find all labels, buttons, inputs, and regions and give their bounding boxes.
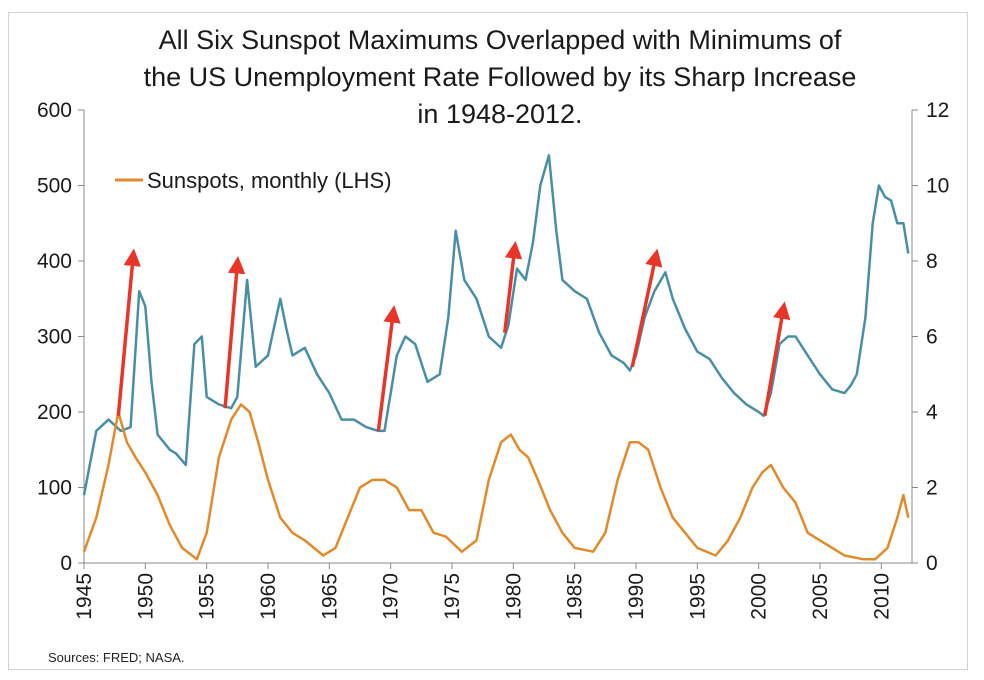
x-tick-label: 2005 — [809, 573, 832, 620]
annotation-arrow — [223, 256, 246, 409]
y-tick-label-left: 500 — [37, 175, 72, 198]
annotation-arrow — [630, 248, 663, 368]
annotation-arrow — [116, 248, 141, 416]
title-line-1: All Six Sunspot Maximums Overlapped with… — [158, 25, 842, 55]
title-line-3: in 1948-2012. — [417, 99, 583, 129]
series-group — [82, 154, 910, 561]
annotation-arrow — [376, 305, 401, 432]
y-tick-label-right: 4 — [926, 401, 938, 424]
y-tick-label-right: 12 — [926, 99, 949, 122]
y-tick-label-left: 600 — [37, 99, 72, 122]
y-tick-label-left: 300 — [37, 326, 72, 349]
x-tick-label: 1960 — [257, 573, 280, 620]
y-tick-label-right: 0 — [926, 552, 938, 575]
x-tick-label: 1980 — [502, 573, 525, 620]
y-tick-label-left: 200 — [37, 401, 72, 424]
y-tick-label-right: 10 — [926, 175, 949, 198]
y-tick-label-right: 2 — [926, 477, 938, 500]
arrows-group — [116, 240, 791, 432]
title-line-2: the US Unemployment Rate Followed by its… — [143, 62, 857, 92]
x-tick-label: 1950 — [134, 573, 157, 620]
chart-title: All Six Sunspot Maximums Overlapped with… — [120, 22, 880, 133]
x-tick-label: 2010 — [870, 573, 893, 620]
x-tick-label: 1975 — [441, 573, 464, 620]
source-note: Sources: FRED; NASA. — [48, 650, 185, 665]
x-tick-label: 1995 — [686, 573, 709, 620]
legend: Sunspots, monthly (LHS) — [115, 168, 392, 193]
x-tick-label: 1965 — [318, 573, 341, 620]
y-tick-label-left: 400 — [37, 250, 72, 273]
y-tick-label-left: 100 — [37, 477, 72, 500]
y-tick-label-left: 0 — [60, 552, 72, 575]
x-tick-label: 1945 — [73, 573, 96, 620]
axes-group: 0 100 200 300 400 500 600 0 2 4 6 8 10 12 1945 1950 1955… — [37, 99, 949, 620]
chart-frame — [8, 12, 968, 670]
x-tick-label: 1985 — [564, 573, 587, 620]
series-line-sunspots — [82, 403, 910, 561]
x-tick-label: 1990 — [625, 573, 648, 620]
x-tick-label: 2000 — [748, 573, 771, 620]
annotation-arrow — [763, 301, 791, 417]
y-tick-label-right: 6 — [926, 326, 938, 349]
series-line-right — [82, 154, 910, 496]
y-tick-label-right: 8 — [926, 250, 938, 273]
annotation-arrow — [503, 240, 523, 333]
legend-label: Sunspots, monthly (LHS) — [147, 168, 392, 193]
x-tick-label: 1955 — [196, 573, 219, 620]
x-tick-label: 1970 — [380, 573, 403, 620]
